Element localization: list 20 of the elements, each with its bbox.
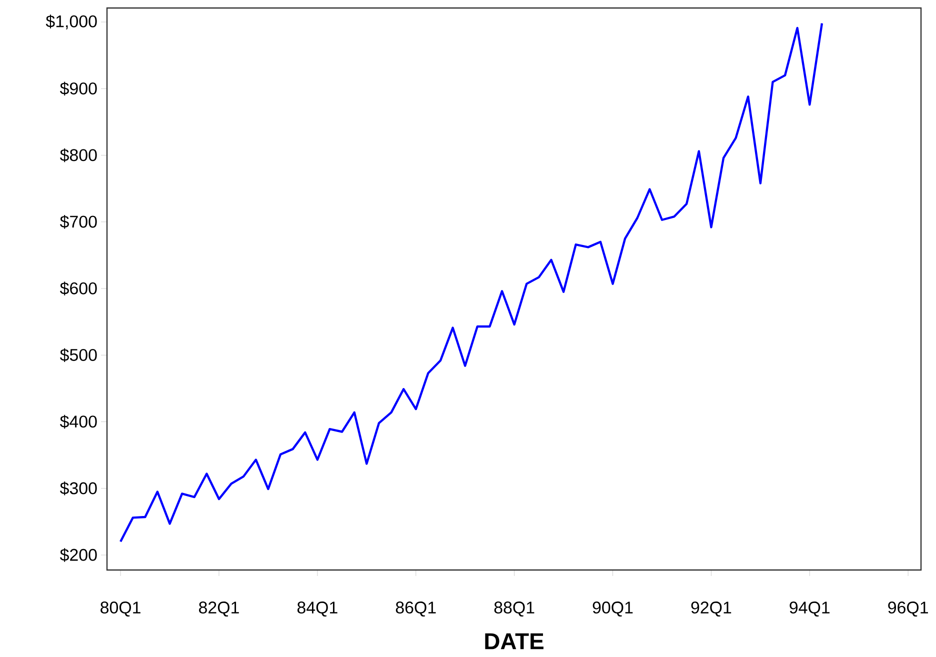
x-tick-label: 80Q1 — [100, 602, 140, 617]
x-axis-title: DATE — [485, 633, 544, 650]
y-tick-label: $200 — [60, 548, 97, 562]
y-tick-label: $400 — [60, 414, 97, 429]
y-tick-label: $300 — [60, 482, 97, 496]
y-tick-label: $600 — [60, 282, 97, 296]
x-tick-label: 82Q1 — [199, 602, 239, 617]
y-tick-label: $700 — [60, 215, 97, 229]
x-tick-label: 86Q1 — [396, 602, 436, 617]
x-tick-label: 96Q1 — [888, 602, 928, 617]
x-tick-label: 94Q1 — [790, 602, 830, 617]
y-tick-label: $1,000 — [46, 14, 97, 30]
y-tick-label: $800 — [60, 148, 97, 162]
x-tick-label: 92Q1 — [691, 602, 732, 617]
y-tick-label: $900 — [60, 82, 97, 96]
x-tick-label: 88Q1 — [494, 602, 534, 617]
x-tick-label: 90Q1 — [592, 602, 633, 617]
line-series — [119, 22, 824, 543]
x-tick-label: 84Q1 — [297, 602, 338, 617]
y-tick-label: $500 — [60, 348, 97, 362]
